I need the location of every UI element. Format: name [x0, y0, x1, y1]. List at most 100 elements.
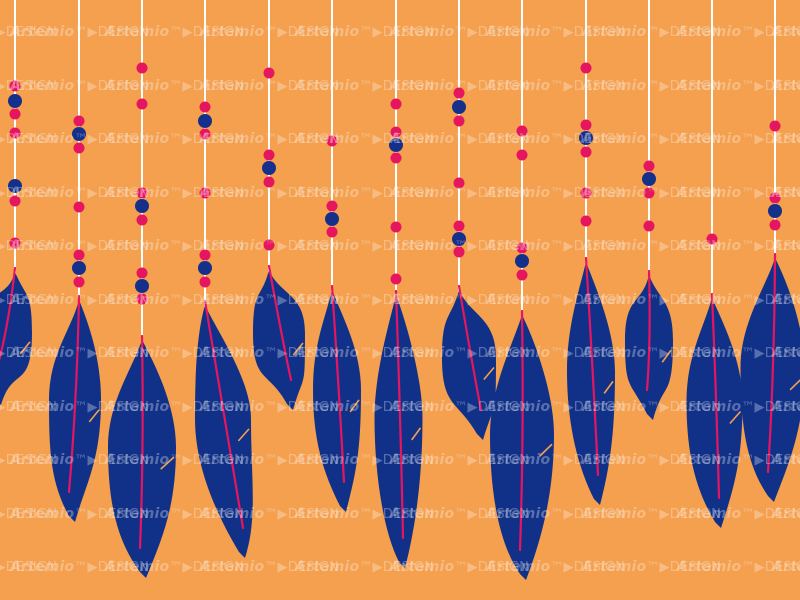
bead-pink — [9, 80, 21, 92]
feather — [374, 295, 423, 568]
bead-pink — [263, 67, 275, 79]
feather — [442, 290, 496, 440]
feather-notch — [729, 410, 742, 425]
bead-pink — [390, 221, 402, 233]
bead-pink — [263, 239, 275, 251]
feather-strand-13 — [740, 0, 800, 502]
bead-pink — [453, 177, 465, 189]
bead-pink — [136, 98, 148, 110]
feather-quill — [584, 256, 600, 477]
bead-pink — [769, 120, 781, 132]
bead-pink — [199, 276, 211, 288]
bead-pink — [390, 273, 402, 285]
bead-pink — [326, 200, 338, 212]
bead-pink — [769, 219, 781, 231]
bead-pink — [643, 160, 655, 172]
bead-pink — [9, 195, 21, 207]
bead-pink — [580, 62, 592, 74]
feather-strand-9 — [490, 0, 554, 580]
feather-quill — [267, 264, 293, 382]
bead-pink — [643, 187, 655, 199]
feather — [313, 290, 361, 512]
feather — [686, 298, 743, 528]
feather-notch — [349, 399, 360, 413]
bead-navy — [135, 199, 149, 213]
bead-pink — [580, 187, 592, 199]
bead-navy — [768, 204, 782, 218]
feather-notch — [292, 342, 304, 356]
feather-notch — [483, 366, 495, 381]
feather-strand-2 — [49, 0, 101, 522]
feather-notch — [88, 409, 100, 423]
bead-pink — [199, 187, 211, 199]
bead-pink — [263, 176, 275, 188]
feather-notch — [789, 379, 800, 391]
feather-notch — [661, 349, 672, 363]
bead-pink — [73, 142, 85, 154]
bead-navy — [72, 127, 86, 141]
bead-pink — [326, 226, 338, 238]
feather-quill — [394, 289, 405, 540]
feather-strand-7 — [374, 0, 423, 568]
bead-navy — [8, 94, 22, 108]
feather-strand-1 — [0, 0, 32, 405]
bead-pink — [136, 293, 148, 305]
bead-pink — [516, 149, 528, 161]
feather-notch — [19, 341, 31, 355]
bead-pink — [136, 62, 148, 74]
feather-quill — [0, 266, 17, 362]
bead-pink — [9, 108, 21, 120]
bead-navy — [262, 161, 276, 175]
feather-notch — [237, 428, 250, 442]
bead-pink — [73, 249, 85, 261]
bead-navy — [642, 172, 656, 186]
bead-pink — [390, 152, 402, 164]
feather-quill — [330, 284, 346, 484]
feather-strand-3 — [108, 0, 176, 578]
bead-navy — [452, 232, 466, 246]
feather — [0, 272, 32, 405]
bead-pink — [136, 267, 148, 279]
bead-pink — [516, 242, 528, 254]
bead-navy — [389, 138, 403, 152]
bead-navy — [325, 212, 339, 226]
bead-pink — [390, 126, 402, 138]
feather-strand-8 — [442, 0, 496, 440]
feather — [567, 262, 615, 505]
feather-strand-5 — [253, 0, 305, 410]
bead-navy — [579, 131, 593, 145]
feather-strand-4 — [195, 0, 253, 558]
bead-pink — [643, 220, 655, 232]
bead-pink — [706, 233, 718, 245]
feather-quill — [518, 309, 524, 552]
bead-pink — [73, 201, 85, 213]
feather-notch — [539, 443, 553, 457]
feather-quill — [645, 269, 651, 392]
feather-strand-12 — [686, 0, 743, 528]
feather-quill — [67, 294, 81, 494]
bead-pink — [580, 119, 592, 131]
bead-navy — [135, 279, 149, 293]
bead-navy — [72, 261, 86, 275]
bead-pink — [136, 187, 148, 199]
bead-pink — [263, 149, 275, 161]
feather — [253, 270, 305, 410]
bead-pink — [453, 246, 465, 258]
bead-pink — [199, 101, 211, 113]
bead-pink — [9, 237, 21, 249]
feather-quill — [138, 334, 144, 550]
bead-pink — [9, 127, 21, 139]
bead-pink — [769, 192, 781, 204]
bead-pink — [453, 115, 465, 127]
bead-navy — [8, 179, 22, 193]
feather — [740, 258, 800, 502]
feather-notch — [603, 380, 614, 394]
bead-pink — [199, 249, 211, 261]
bead-pink — [516, 269, 528, 281]
bead-pink — [390, 98, 402, 110]
bead-navy — [198, 114, 212, 128]
bead-navy — [452, 100, 466, 114]
feather-strand-10 — [567, 0, 615, 505]
